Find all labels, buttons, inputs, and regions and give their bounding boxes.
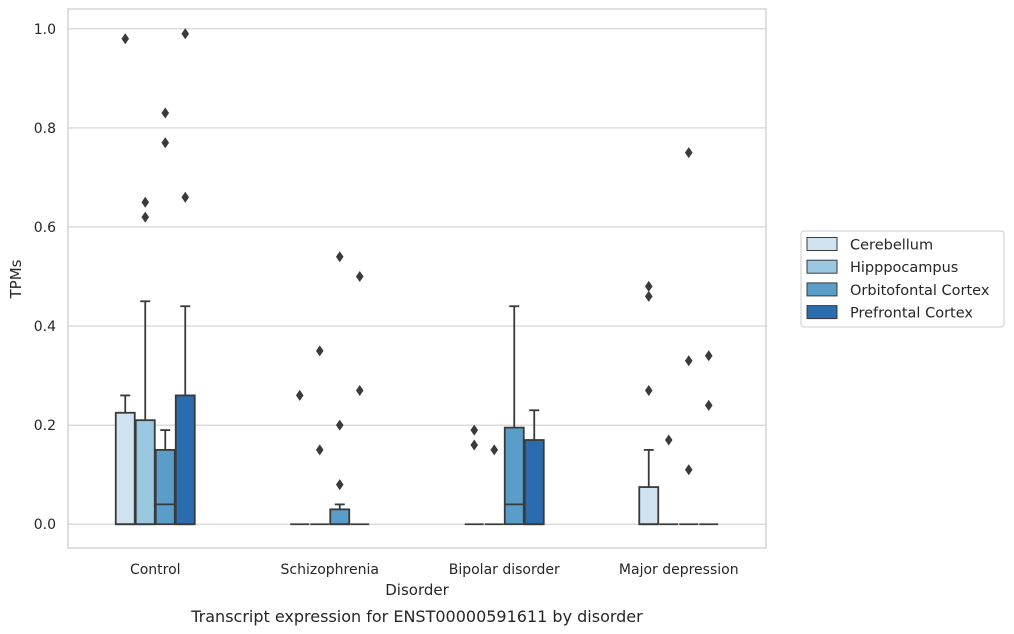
box-prefrontal-cortex <box>523 409 545 526</box>
box-body <box>523 439 545 526</box>
box-body <box>114 411 136 526</box>
box-cerebellum <box>638 449 660 526</box>
flier-point <box>644 384 653 396</box>
flier-point <box>335 419 344 431</box>
box-prefrontal-cortex <box>174 305 196 526</box>
flier-point <box>181 191 190 203</box>
x-tick-labels: Control Schizophrenia Bipolar disorder Majo… <box>130 562 739 578</box>
box-cerebellum <box>114 394 136 526</box>
box-orbitofontal-cortex <box>503 305 525 526</box>
box-orbitofontal-cortex <box>154 429 176 526</box>
x-tick-label: Bipolar disorder <box>449 562 560 578</box>
flier-point <box>644 280 653 292</box>
y-tick-label: 0.6 <box>34 220 56 236</box>
y-tick-label: 1.0 <box>34 22 56 38</box>
flier-point <box>684 147 693 159</box>
y-tick-label: 0.2 <box>34 418 56 434</box>
flier-point <box>121 33 130 45</box>
flier-point <box>315 345 324 357</box>
flier-point <box>490 444 499 456</box>
flier-point <box>704 399 713 411</box>
legend-swatch <box>806 305 838 320</box>
box-orbitofontal-cortex <box>329 503 351 526</box>
legend: Cerebellum Hipppocampus Orbitofontal Corte… <box>800 230 1005 328</box>
flier-point <box>295 389 304 401</box>
box-body <box>174 394 196 526</box>
flier-point <box>315 444 324 456</box>
legend-label: Hipppocampus <box>850 260 958 276</box>
box-groups <box>114 300 719 526</box>
flier-point <box>161 107 170 119</box>
plot-frame <box>67 8 767 549</box>
legend-label: Prefrontal Cortex <box>850 306 973 322</box>
outlier-points <box>121 28 713 491</box>
figure-caption: Transcript expression for ENST0000059161… <box>190 607 643 626</box>
flier-point <box>355 271 364 283</box>
flier-point <box>684 355 693 367</box>
flier-point <box>355 384 364 396</box>
box-body <box>154 449 176 526</box>
flier-point <box>644 290 653 302</box>
flier-point <box>335 479 344 491</box>
legend-frame <box>800 230 1005 328</box>
x-tick-label: Control <box>130 562 181 578</box>
x-axis-label: Disorder <box>385 581 449 599</box>
legend-label: Orbitofontal Cortex <box>850 283 990 299</box>
flier-point <box>181 28 190 40</box>
y-tick-label: 0.4 <box>34 319 56 335</box>
box-body <box>329 508 351 526</box>
flier-point <box>335 251 344 263</box>
box-body <box>134 419 156 526</box>
legend-swatch <box>806 282 838 297</box>
flier-point <box>704 350 713 362</box>
flier-point <box>141 196 150 208</box>
y-tick-labels: 0.0 0.2 0.4 0.6 0.8 1.0 <box>34 22 56 533</box>
box-hipppocampus <box>134 300 156 526</box>
flier-point <box>161 137 170 149</box>
flier-point <box>664 434 673 446</box>
x-tick-label: Major depression <box>619 562 739 578</box>
legend-swatch <box>806 237 838 251</box>
flier-point <box>470 439 479 451</box>
box-body <box>503 426 525 526</box>
flier-point <box>141 211 150 223</box>
box-body <box>638 486 660 526</box>
y-axis-label: TPMs <box>7 259 25 299</box>
x-tick-label: Schizophrenia <box>281 562 379 578</box>
y-tick-label: 0.0 <box>34 517 56 533</box>
y-tick-label: 0.8 <box>34 121 56 137</box>
legend-label: Cerebellum <box>850 238 933 254</box>
legend-swatch <box>806 259 838 274</box>
flier-point <box>470 424 479 436</box>
flier-point <box>684 464 693 476</box>
